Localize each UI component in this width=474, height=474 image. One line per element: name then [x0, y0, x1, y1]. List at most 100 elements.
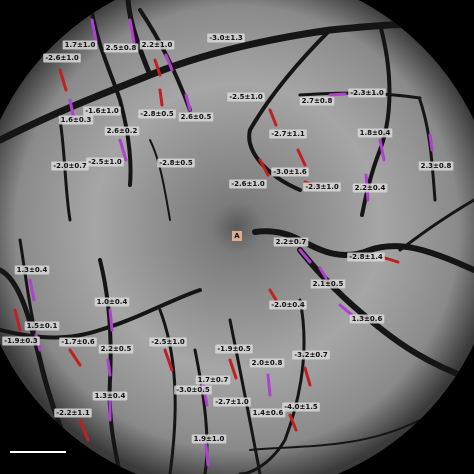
label-box: 2.2±0.4 [352, 183, 388, 193]
vessel-segment [338, 303, 354, 317]
label-box: -2.0±0.4 [269, 300, 307, 310]
measurement-label: 2.2±0.7 [276, 238, 307, 246]
label-box: -2.0±0.7 [51, 161, 89, 171]
measurement-label: -3.0±0.5 [176, 386, 210, 394]
fovea-marker: A [234, 232, 240, 240]
label-background [249, 358, 285, 368]
label-box: -2.7±1.0 [213, 397, 251, 407]
label-box: 1.3±0.4 [14, 265, 50, 275]
label-box: 2.6±0.2 [104, 126, 140, 136]
measurement-label: 2.1±0.5 [313, 280, 344, 288]
measurement-label: -3.0±1.6 [273, 168, 307, 176]
label-background [207, 33, 245, 43]
label-box: 2.0±0.8 [249, 358, 285, 368]
label-box: -1.7±0.6 [59, 337, 97, 347]
vessel-segment [228, 358, 238, 380]
vessel-segment [108, 308, 114, 332]
label-box: 2.2±1.0 [139, 40, 175, 50]
label-background [139, 40, 175, 50]
label-box: -2.8±0.5 [157, 158, 195, 168]
label-background [59, 337, 97, 347]
label-box: -2.8±0.5 [138, 109, 176, 119]
label-box: -3.0±0.5 [174, 385, 212, 395]
vessel-segment [90, 18, 98, 42]
measurement-label: -2.8±1.4 [349, 253, 383, 261]
vessel-segment [288, 413, 298, 432]
vessel-segment [378, 138, 386, 162]
label-box: -1.9±0.5 [215, 344, 253, 354]
measurement-label: -3.2±0.7 [294, 351, 328, 359]
measurement-label: -3.0±1.3 [209, 34, 243, 42]
label-box: 1.7±1.0 [62, 40, 98, 50]
label-background [418, 161, 454, 171]
label-background [2, 336, 40, 346]
label-background [349, 314, 385, 324]
label-box: 1.5±0.1 [24, 321, 60, 331]
measurement-label: 1.5±0.1 [27, 322, 58, 330]
label-box: -2.3±1.0 [303, 182, 341, 192]
measurement-label: 1.7±0.7 [198, 376, 229, 384]
vessel-segment [28, 278, 36, 302]
vessel-segment [78, 418, 90, 442]
label-background [174, 385, 212, 395]
measurement-label: 2.2±1.0 [142, 41, 173, 49]
measurement-label: 1.0±0.4 [97, 298, 128, 306]
measurement-label: -2.7±1.1 [271, 130, 305, 138]
measurement-label: 2.6±0.5 [181, 113, 212, 121]
label-box: -3.2±0.7 [292, 350, 330, 360]
label-background [269, 129, 307, 139]
label-box: 1.3±0.6 [349, 314, 385, 324]
fovea-box [232, 231, 242, 241]
measurement-label: 1.9±1.0 [194, 435, 225, 443]
measurement-label: -2.5±1.0 [229, 93, 263, 101]
label-background [14, 265, 50, 275]
label-background [250, 408, 286, 418]
label-box: -2.6±1.0 [43, 53, 81, 63]
measurement-label: 1.3±0.4 [95, 392, 126, 400]
label-background [43, 53, 81, 63]
label-box: -3.0±1.6 [271, 167, 309, 177]
label-box: -1.6±1.0 [83, 106, 121, 116]
vessel-segment [328, 92, 347, 97]
measurement-label: -2.3±1.0 [305, 183, 339, 191]
measurement-label: -2.8±0.5 [140, 110, 174, 118]
label-background [273, 237, 309, 247]
label-background [86, 157, 124, 167]
measurement-label: 2.2±0.5 [101, 345, 132, 353]
vessel-segment [158, 88, 164, 107]
label-background [227, 92, 265, 102]
vessel-segment [164, 53, 174, 72]
label-background [347, 252, 385, 262]
label-box: 2.2±0.7 [273, 237, 309, 247]
measurement-label: 2.6±0.2 [107, 127, 138, 135]
label-box: -1.9±0.3 [2, 336, 40, 346]
measurement-label: -2.6±1.0 [45, 54, 79, 62]
label-background [149, 337, 187, 347]
vessel-segment [13, 308, 22, 332]
vessel-segment [118, 138, 128, 162]
vessel-segment [106, 358, 112, 377]
vessel-segment [128, 18, 136, 44]
measurement-label: -2.6±1.0 [231, 180, 265, 188]
label-box: 1.6±0.3 [58, 115, 94, 125]
vessel-segment [184, 93, 192, 112]
label-box: 2.1±0.5 [310, 279, 346, 289]
label-box: -4.0±1.5 [282, 402, 320, 412]
label-background [299, 96, 335, 106]
label-box: 1.3±0.4 [92, 391, 128, 401]
measurement-label: -1.9±0.3 [4, 337, 38, 345]
label-background [269, 300, 307, 310]
measurement-label: -1.9±0.5 [217, 345, 251, 353]
label-box: -2.7±1.1 [269, 129, 307, 139]
label-box: -2.5±1.0 [86, 157, 124, 167]
label-box: 2.3±0.8 [418, 161, 454, 171]
vessel-segment [303, 366, 312, 387]
label-box: -2.3±1.0 [348, 88, 386, 98]
label-box: 2.7±0.8 [299, 96, 335, 106]
vessel-segment [268, 288, 278, 302]
measurement-label: -2.2±1.1 [56, 409, 90, 417]
label-background [103, 43, 139, 53]
label-box: -2.6±1.0 [229, 179, 267, 189]
label-background [92, 391, 128, 401]
